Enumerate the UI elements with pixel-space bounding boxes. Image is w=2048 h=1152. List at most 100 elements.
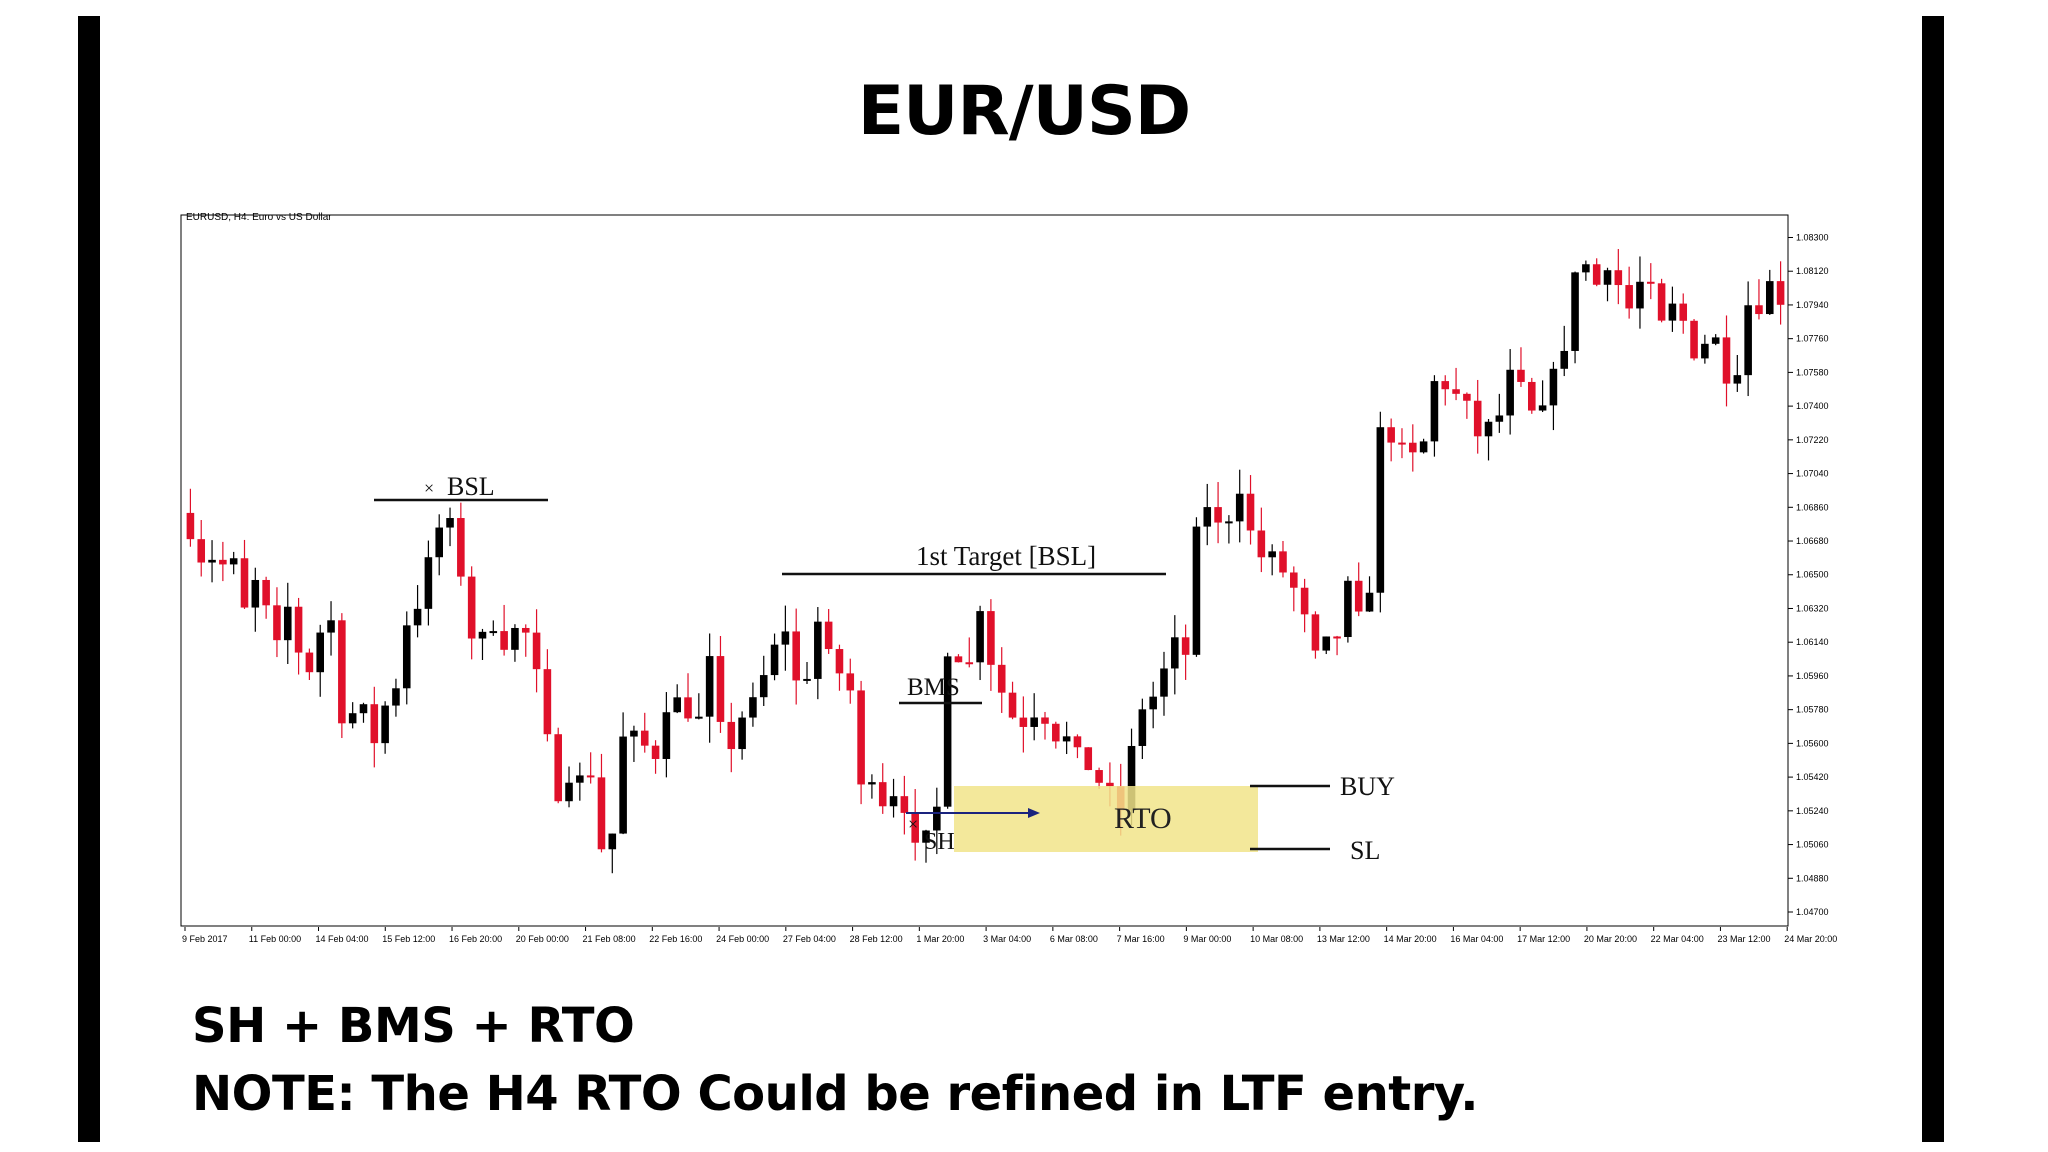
candle-body xyxy=(1582,264,1590,273)
candle-body xyxy=(716,656,725,722)
x-tick-label: 21 Feb 08:00 xyxy=(583,934,636,944)
x-tick-label: 9 Mar 00:00 xyxy=(1183,934,1231,944)
candle-body xyxy=(1235,493,1244,522)
x-tick-label: 10 Mar 08:00 xyxy=(1250,934,1303,944)
candle-body xyxy=(1603,270,1612,285)
candle-body xyxy=(1268,551,1276,558)
candle-body xyxy=(1592,264,1601,285)
candle-body xyxy=(619,736,627,834)
candle-body xyxy=(1344,580,1352,638)
candle-body xyxy=(229,558,238,565)
x-tick-label: 11 Feb 00:00 xyxy=(249,934,301,944)
candle-body xyxy=(662,712,671,759)
sh-x-mark: × xyxy=(908,814,918,834)
candle-body xyxy=(381,705,389,744)
candle-body xyxy=(911,812,919,843)
candle-body xyxy=(1138,709,1147,746)
candle-body xyxy=(900,796,909,813)
price-chart: 1.08300 1.08120 1.07940 1.07760 1.07580 1.074… xyxy=(180,212,1837,944)
candle-body xyxy=(1376,427,1385,593)
candle-body xyxy=(1625,285,1633,309)
candle-body xyxy=(348,713,357,724)
candle-body xyxy=(630,730,638,737)
candle-body xyxy=(478,631,487,639)
sl-label: SL xyxy=(1350,836,1380,865)
candle-body xyxy=(1322,636,1331,651)
candle-body xyxy=(305,652,314,673)
y-tick-label: 1.07580 xyxy=(1796,367,1829,377)
candle-body xyxy=(1246,493,1255,531)
candle-body xyxy=(402,625,411,689)
candle-body xyxy=(1300,587,1309,615)
bms-label: BMS xyxy=(907,674,960,701)
candle-body xyxy=(878,782,887,807)
candle-body xyxy=(1311,614,1320,651)
y-tick-label: 1.07940 xyxy=(1796,300,1829,310)
candle-body xyxy=(695,716,703,719)
candle-body xyxy=(738,717,746,750)
y-tick-label: 1.05960 xyxy=(1796,671,1829,681)
chart-symbol-label: EURUSD, H4: Euro vs US Dollar xyxy=(186,212,332,223)
candle-body xyxy=(1073,736,1082,748)
candle-body xyxy=(1365,592,1374,612)
x-tick-label: 1 Mar 20:00 xyxy=(916,934,964,944)
candle-body xyxy=(684,697,692,719)
y-tick-label: 1.08120 xyxy=(1796,266,1829,276)
entry-arrow-head xyxy=(1028,808,1040,818)
candle-body xyxy=(1452,389,1460,394)
candle-body xyxy=(1506,369,1514,416)
candle-body xyxy=(1571,272,1579,351)
candle-body xyxy=(1279,551,1287,573)
candle-body xyxy=(1181,637,1190,655)
candle-body xyxy=(1008,692,1017,718)
candle-body xyxy=(565,782,573,802)
candle-body xyxy=(1149,696,1157,710)
candle-body xyxy=(1354,580,1363,612)
candle-body xyxy=(1755,305,1763,315)
candle-body xyxy=(424,557,433,609)
x-tick-label: 27 Feb 04:00 xyxy=(783,934,836,944)
candle-body xyxy=(500,631,508,650)
y-tick-label: 1.05420 xyxy=(1796,772,1829,782)
candle-body xyxy=(1030,717,1038,727)
target-label: 1st Target [BSL] xyxy=(916,541,1096,571)
candle-body xyxy=(521,627,530,633)
candle-body xyxy=(1495,415,1504,422)
candle-body xyxy=(392,688,400,706)
left-border-bar xyxy=(78,16,100,1142)
candle-body xyxy=(543,669,552,735)
x-tick-label: 17 Mar 12:00 xyxy=(1517,934,1570,944)
candle-body xyxy=(1041,717,1049,724)
candle-body xyxy=(1636,281,1644,309)
candle-body xyxy=(511,627,519,650)
candle-body xyxy=(770,644,779,676)
candle-body xyxy=(1441,381,1450,390)
x-tick-label: 20 Mar 20:00 xyxy=(1584,934,1637,944)
candle-body xyxy=(1744,305,1752,376)
y-tick-label: 1.05060 xyxy=(1796,840,1829,850)
candle-body xyxy=(1711,337,1720,344)
candle-body xyxy=(1225,521,1233,524)
candle-body xyxy=(803,678,811,681)
x-tick-label: 16 Mar 04:00 xyxy=(1450,934,1503,944)
candle-body xyxy=(987,611,995,665)
y-tick-label: 1.08300 xyxy=(1796,232,1829,242)
sh-label: SH xyxy=(924,829,955,855)
candle-body xyxy=(922,830,930,843)
note-setup: SH + BMS + RTO xyxy=(192,998,635,1054)
candle-body xyxy=(997,664,1006,693)
candle-body xyxy=(489,631,498,634)
x-tick-label: 28 Feb 12:00 xyxy=(850,934,903,944)
candle-body xyxy=(1019,717,1028,727)
candle-body xyxy=(208,559,216,563)
page-title: EUR/USD xyxy=(857,72,1192,151)
plot-frame xyxy=(180,214,1789,927)
x-tick-label: 14 Mar 20:00 xyxy=(1384,934,1437,944)
y-tick-label: 1.06320 xyxy=(1796,603,1829,613)
x-tick-label: 24 Mar 20:00 xyxy=(1784,934,1837,944)
candle-body xyxy=(1333,636,1341,639)
candle-body xyxy=(1657,283,1666,321)
candle-body xyxy=(1192,526,1201,655)
candle-body xyxy=(1430,381,1439,442)
x-tick-label: 9 Feb 2017 xyxy=(182,934,228,944)
